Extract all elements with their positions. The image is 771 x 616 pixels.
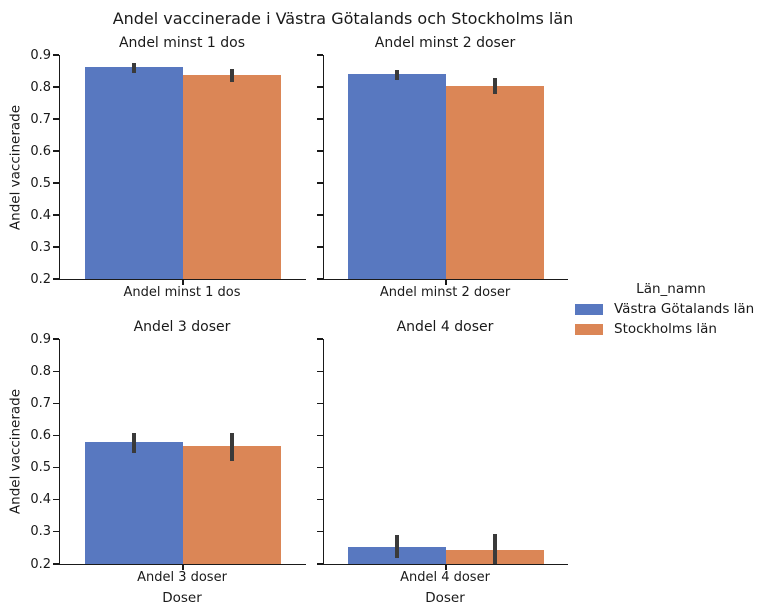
y-tick-mark — [53, 466, 59, 469]
chart-title: Andel vaccinerade i Västra Götalands och… — [112, 9, 574, 28]
y-tick-mark — [317, 466, 323, 469]
bar-stockholms-lan — [183, 446, 282, 564]
bar-vastra-gotalands-lan — [84, 441, 183, 564]
legend-item: Stockholms län — [575, 319, 767, 339]
y-tick-label: 0.8 — [30, 79, 51, 95]
y-axis-label: Andel vaccinerade — [7, 388, 24, 515]
bar-vastra-gotalands-lan — [84, 67, 183, 279]
y-tick-mark — [53, 278, 59, 280]
y-tick-mark — [317, 278, 323, 280]
y-tick-mark — [53, 86, 59, 88]
error-bar — [131, 63, 136, 73]
x-tick-label: Andel 3 doser — [137, 570, 227, 585]
legend-item: Västra Götalands län — [575, 299, 767, 319]
y-tick-label: 0.6 — [30, 427, 51, 443]
subplot-2 — [317, 54, 568, 285]
facet-title: Andel minst 1 dos — [118, 35, 246, 51]
y-tick-label: 0.4 — [30, 492, 51, 508]
legend-swatch-stockholms-lan — [575, 323, 603, 335]
error-bar — [230, 69, 235, 83]
facet-title: Andel 3 doser — [133, 319, 231, 335]
y-tick-label: 0.3 — [30, 524, 51, 540]
y-tick-mark — [317, 370, 323, 372]
x-axis-label: Doser — [162, 590, 202, 606]
y-tick-label: 0.9 — [30, 331, 51, 347]
y-axis-label: Andel vaccinerade — [7, 104, 24, 230]
y-tick-label: 0.7 — [30, 395, 51, 411]
y-tick-mark — [53, 214, 59, 216]
y-tick-mark — [317, 150, 323, 152]
y-tick-mark — [53, 150, 59, 152]
y-tick-label: 0.9 — [30, 47, 51, 63]
legend-swatch-vastra-gotalands-lan — [575, 303, 603, 315]
y-tick-mark — [53, 182, 59, 184]
y-tick-mark — [317, 402, 323, 404]
y-tick-mark — [317, 118, 323, 120]
error-bar — [492, 77, 497, 95]
y-tick-mark — [317, 563, 323, 565]
error-bar — [395, 535, 400, 558]
error-bar — [131, 432, 136, 453]
legend: Län_namn Västra Götalands län Stockholms… — [575, 280, 767, 339]
x-tick-mark — [445, 280, 447, 285]
x-axis-label: Doser — [425, 590, 465, 606]
bar-vastra-gotalands-lan — [348, 74, 446, 279]
x-tick-label: Andel 4 doser — [400, 570, 490, 585]
y-tick-label: 0.8 — [30, 363, 51, 379]
y-tick-mark — [53, 402, 59, 404]
y-tick-mark — [317, 338, 323, 340]
subplot-4 — [317, 338, 568, 570]
y-tick-mark — [317, 54, 323, 56]
y-tick-label: 0.5 — [30, 175, 51, 191]
y-tick-mark — [53, 118, 59, 120]
y-tick-label: 0.5 — [30, 460, 51, 476]
y-tick-mark — [53, 563, 59, 565]
y-tick-label: 0.3 — [30, 239, 51, 255]
x-tick-label: Andel minst 2 doser — [379, 285, 511, 300]
y-tick-mark — [317, 434, 323, 437]
legend-label-stockholms-lan: Stockholms län — [614, 321, 717, 337]
y-tick-mark — [317, 499, 323, 501]
legend-title: Län_namn — [636, 281, 706, 297]
x-tick-label: Andel minst 1 dos — [123, 285, 241, 300]
y-tick-label: 0.2 — [30, 556, 51, 572]
legend-label-vastra-gotalands-lan: Västra Götalands län — [614, 301, 755, 317]
facet-title: Andel 4 doser — [396, 319, 494, 335]
y-tick-mark — [317, 246, 323, 248]
subplot-1: 0.9 0.8 0.7 0.6 0.5 0.4 0.3 0.2 — [30, 48, 306, 287]
error-bar — [492, 534, 497, 564]
bar-stockholms-lan — [446, 85, 544, 279]
x-tick-mark — [445, 565, 447, 570]
error-bar — [395, 70, 400, 80]
y-tick-mark — [53, 246, 59, 248]
y-tick-mark — [317, 182, 323, 184]
y-tick-label: 0.4 — [30, 207, 51, 223]
y-tick-label: 0.7 — [30, 111, 51, 127]
y-tick-mark — [53, 338, 59, 340]
y-tick-mark — [317, 214, 323, 216]
y-tick-mark — [53, 531, 59, 533]
facet-title: Andel minst 2 doser — [374, 35, 516, 51]
y-tick-mark — [53, 370, 59, 372]
y-tick-mark — [53, 54, 59, 56]
error-bar — [230, 432, 235, 462]
x-tick-mark — [182, 565, 184, 570]
y-tick-label: 0.2 — [30, 271, 51, 287]
y-tick-mark — [53, 499, 59, 501]
y-tick-mark — [53, 434, 59, 437]
subplot-3: 0.9 0.8 0.7 0.6 0.5 0.4 0.3 0.2 — [30, 332, 306, 572]
bar-stockholms-lan — [183, 75, 282, 279]
y-tick-mark — [317, 86, 323, 88]
y-tick-label: 0.6 — [30, 143, 51, 159]
x-tick-mark — [182, 280, 184, 285]
y-tick-mark — [317, 531, 323, 533]
